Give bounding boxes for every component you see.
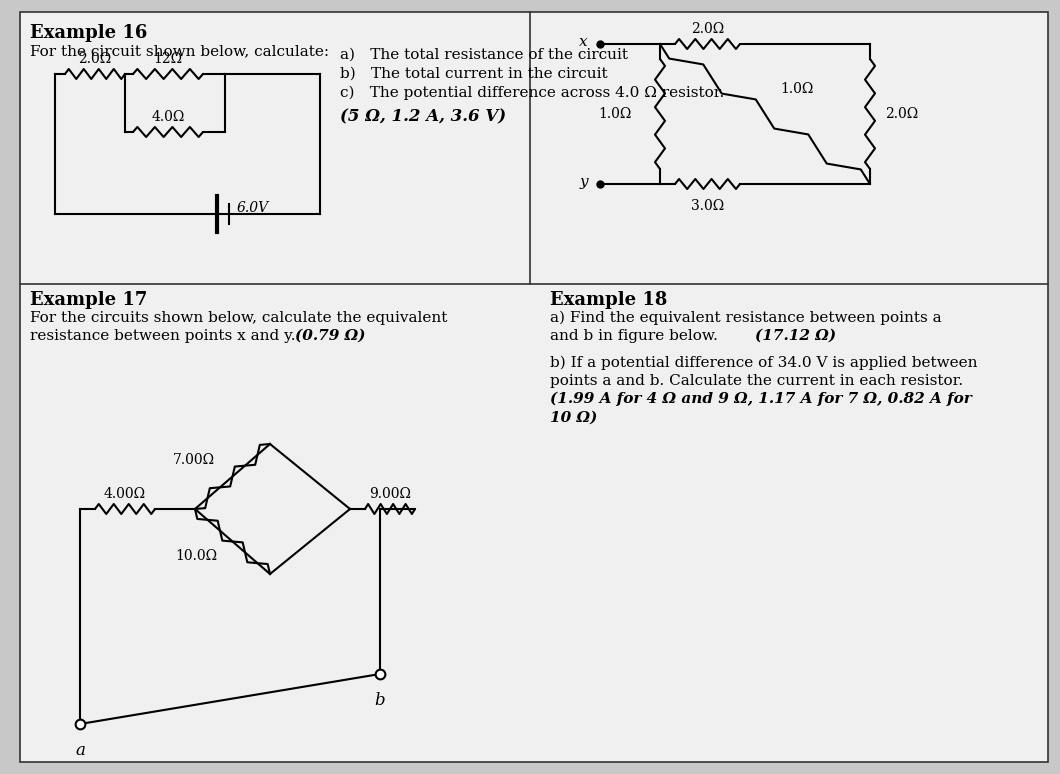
Text: 3.0Ω: 3.0Ω [691,199,724,213]
Text: 2.0Ω: 2.0Ω [885,107,918,121]
Text: b: b [374,692,386,709]
Text: x: x [580,35,588,49]
Text: and b in figure below.: and b in figure below. [550,329,723,343]
Text: b) If a potential difference of 34.0 V is applied between: b) If a potential difference of 34.0 V i… [550,356,977,371]
Text: For the circuits shown below, calculate the equivalent: For the circuits shown below, calculate … [30,311,447,325]
Text: points a and b. Calculate the current in each resistor.: points a and b. Calculate the current in… [550,374,964,388]
Text: (1.99 A for 4 Ω and 9 Ω, 1.17 A for 7 Ω, 0.82 A for: (1.99 A for 4 Ω and 9 Ω, 1.17 A for 7 Ω,… [550,392,972,406]
Text: y: y [580,175,588,189]
Text: 10.0Ω: 10.0Ω [175,550,217,563]
Text: 1.0Ω: 1.0Ω [599,107,632,121]
Text: 4.0Ω: 4.0Ω [152,110,184,124]
Text: 1.0Ω: 1.0Ω [780,82,813,96]
Text: Example 17: Example 17 [30,291,147,309]
Text: 6.0V: 6.0V [237,201,269,215]
Text: 2.0Ω: 2.0Ω [691,22,724,36]
Text: For the circuit shown below, calculate:: For the circuit shown below, calculate: [30,44,329,58]
Text: a) Find the equivalent resistance between points a: a) Find the equivalent resistance betwee… [550,311,941,325]
Text: resistance between points x and y.: resistance between points x and y. [30,329,300,343]
Text: 7.00Ω: 7.00Ω [173,453,214,467]
Text: 10 Ω): 10 Ω) [550,411,598,425]
Text: (5 Ω, 1.2 A, 3.6 V): (5 Ω, 1.2 A, 3.6 V) [340,108,506,125]
Text: Example 18: Example 18 [550,291,668,309]
Text: c) The potential difference across 4.0 Ω resistor.: c) The potential difference across 4.0 Ω… [340,86,724,101]
Text: (17.12 Ω): (17.12 Ω) [755,329,836,343]
Text: 9.00Ω: 9.00Ω [369,487,411,501]
Text: b) The total current in the circuit: b) The total current in the circuit [340,67,607,81]
Text: a: a [75,742,85,759]
Text: Example 16: Example 16 [30,24,147,42]
Text: (0.79 Ω): (0.79 Ω) [295,329,366,343]
Text: 12Ω: 12Ω [154,52,182,66]
Text: 4.00Ω: 4.00Ω [104,487,146,501]
Text: 2.0Ω: 2.0Ω [78,52,111,66]
Text: a) The total resistance of the circuit: a) The total resistance of the circuit [340,48,628,62]
